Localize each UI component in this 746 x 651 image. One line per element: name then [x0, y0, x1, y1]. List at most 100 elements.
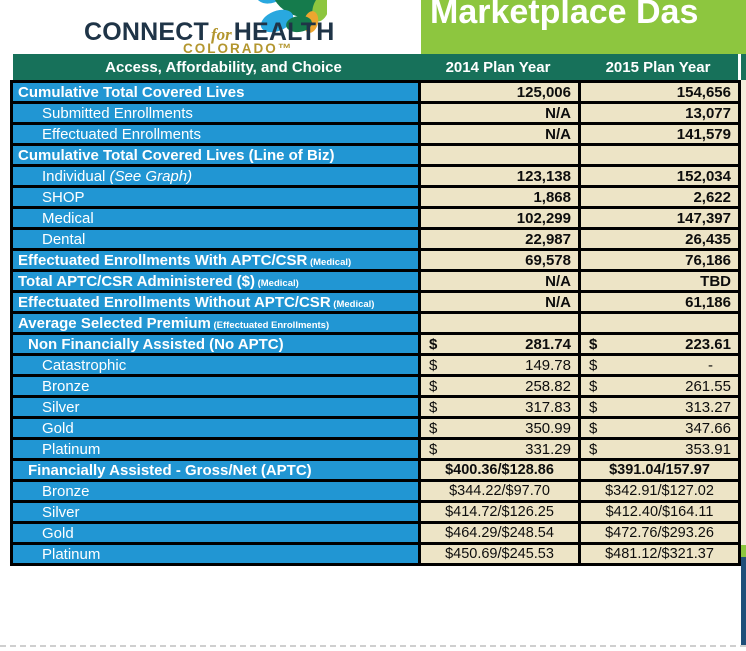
- table-row: Individual (See Graph) 123,138 152,034: [10, 164, 741, 188]
- row-label: Non Financially Assisted (No APTC): [28, 335, 284, 353]
- table-row: Gold $350.99 $347.66: [10, 416, 741, 440]
- row-label-cell: Effectuated Enrollments With APTC/CSR (M…: [10, 248, 421, 272]
- sliver-header-segment: [741, 54, 746, 80]
- logo-leaf-icon: [256, 0, 327, 33]
- value-cell-2015: TBD: [578, 269, 741, 293]
- row-label-cell: Dental: [10, 227, 421, 251]
- table-row: Total APTC/CSR Administered ($) (Medical…: [10, 269, 741, 293]
- amount: 223.61: [685, 335, 731, 353]
- see-graph-note: (See Graph): [105, 167, 193, 185]
- row-label-cell: Silver: [10, 500, 421, 524]
- amount: 281.74: [525, 335, 571, 353]
- value-cell-2014: N/A: [418, 122, 581, 146]
- logo-area: CONNECT for HEALTH COLORADO™: [0, 0, 421, 56]
- value-cell-2015: [578, 143, 741, 167]
- value-cell-2014: 69,578: [418, 248, 581, 272]
- row-label-cell: Cumulative Total Covered Lives: [10, 80, 421, 104]
- value-cell-2015: $223.61: [578, 332, 741, 356]
- currency-symbol: $: [429, 440, 438, 458]
- row-label-cell: Platinum: [10, 542, 421, 566]
- row-label-cell: Effectuated Enrollments: [10, 122, 421, 146]
- row-label: Cumulative Total Covered Lives: [18, 83, 245, 101]
- row-label-cell: Platinum: [10, 437, 421, 461]
- logo-colorado-text: COLORADO™: [183, 41, 294, 56]
- table-row: Effectuated Enrollments N/A 141,579: [10, 122, 741, 146]
- value-cell-2014: $350.99: [418, 416, 581, 440]
- value-cell-2015: 2,622: [578, 185, 741, 209]
- table-row: Dental 22,987 26,435: [10, 227, 741, 251]
- value-cell-2014: 102,299: [418, 206, 581, 230]
- table-row: Gold $464.29/$248.54 $472.76/$293.26: [10, 521, 741, 545]
- currency-symbol: $: [429, 419, 438, 437]
- value-cell-2014: $450.69/$245.53: [418, 542, 581, 566]
- row-label: Gold: [42, 524, 74, 542]
- table-row: SHOP 1,868 2,622: [10, 185, 741, 209]
- table-row: Average Selected Premium (Effectuated En…: [10, 311, 741, 335]
- table-row: Platinum $331.29 $353.91: [10, 437, 741, 461]
- value-cell-2015: 26,435: [578, 227, 741, 251]
- value-cell-2015: 154,656: [578, 80, 741, 104]
- value-cell-2014: $149.78: [418, 353, 581, 377]
- row-label-cell: Effectuated Enrollments Without APTC/CSR…: [10, 290, 421, 314]
- currency-symbol: $: [589, 440, 598, 458]
- table-row: Cumulative Total Covered Lives 125,006 154…: [10, 80, 741, 104]
- currency-symbol: $: [589, 356, 598, 374]
- row-label: Silver: [42, 398, 80, 416]
- logo-health-text: HEALTH: [233, 18, 335, 46]
- label-small-note: (Medical): [254, 277, 299, 289]
- amount: 261.55: [685, 377, 731, 395]
- value-cell-2014: $317.83: [418, 395, 581, 419]
- row-label-cell: Cumulative Total Covered Lives (Line of …: [10, 143, 421, 167]
- row-label: Platinum: [42, 440, 101, 458]
- sliver-body-segment: [741, 80, 746, 545]
- amount: 331.29: [525, 440, 571, 458]
- value-cell-2015: $472.76/$293.26: [578, 521, 741, 545]
- table-row: Bronze $258.82 $261.55: [10, 374, 741, 398]
- sliver-banner-segment: [741, 0, 746, 54]
- accounting-value: $353.91: [583, 440, 737, 458]
- accounting-value: $347.66: [583, 419, 737, 437]
- row-label: Effectuated Enrollments With APTC/CSR (M…: [18, 251, 352, 269]
- row-label-cell: Average Selected Premium (Effectuated En…: [10, 311, 421, 335]
- dashboard-table: Cumulative Total Covered Lives 125,006 154…: [10, 80, 741, 566]
- table-row: Effectuated Enrollments With APTC/CSR (M…: [10, 248, 741, 272]
- row-label-cell: Bronze: [10, 374, 421, 398]
- table-row: Financially Assisted - Gross/Net (APTC) $…: [10, 458, 741, 482]
- accounting-value: $313.27: [583, 400, 737, 415]
- row-label: Catastrophic: [42, 356, 127, 374]
- row-label: SHOP: [42, 188, 85, 206]
- row-label: Financially Assisted - Gross/Net (APTC): [28, 461, 312, 479]
- value-cell-2014: $281.74: [418, 332, 581, 356]
- value-cell-2014: [418, 311, 581, 335]
- dashboard-table-body: Cumulative Total Covered Lives 125,006 154…: [10, 80, 741, 566]
- label-small-note: (Medical): [307, 256, 352, 268]
- table-row: Submitted Enrollments N/A 13,077: [10, 101, 741, 125]
- row-label: Platinum: [42, 545, 101, 563]
- label-small-note: (Medical): [330, 298, 375, 310]
- label-small-note: (Effectuated Enrollments): [210, 319, 330, 331]
- value-cell-2015: $353.91: [578, 437, 741, 461]
- header-access-affordability-choice: Access, Affordability, and Choice: [105, 58, 342, 76]
- value-cell-2015: 13,077: [578, 101, 741, 125]
- row-label: Bronze: [42, 377, 90, 395]
- value-cell-2015: $ -: [578, 353, 741, 377]
- table-row: Cumulative Total Covered Lives (Line of …: [10, 143, 741, 167]
- value-cell-2015: 147,397: [578, 206, 741, 230]
- row-label-cell: Medical: [10, 206, 421, 230]
- value-cell-2015: 76,186: [578, 248, 741, 272]
- row-label: Cumulative Total Covered Lives (Line of …: [18, 146, 335, 164]
- value-cell-2015: $347.66: [578, 416, 741, 440]
- value-cell-2015: $261.55: [578, 374, 741, 398]
- value-cell-2015: $391.04/157.97: [578, 458, 741, 482]
- accounting-value: $331.29: [423, 440, 577, 458]
- value-cell-2014: N/A: [418, 290, 581, 314]
- table-header-bar: Access, Affordability, and Choice 2014 P…: [13, 54, 738, 80]
- value-cell-2014: $258.82: [418, 374, 581, 398]
- row-label: Gold: [42, 419, 74, 437]
- value-cell-2014: 123,138: [418, 164, 581, 188]
- value-cell-2014: [418, 143, 581, 167]
- amount: -: [708, 356, 713, 374]
- amount: 347.66: [685, 419, 731, 437]
- accounting-value: $281.74: [423, 335, 577, 353]
- logo-connect-text: CONNECT: [84, 18, 210, 46]
